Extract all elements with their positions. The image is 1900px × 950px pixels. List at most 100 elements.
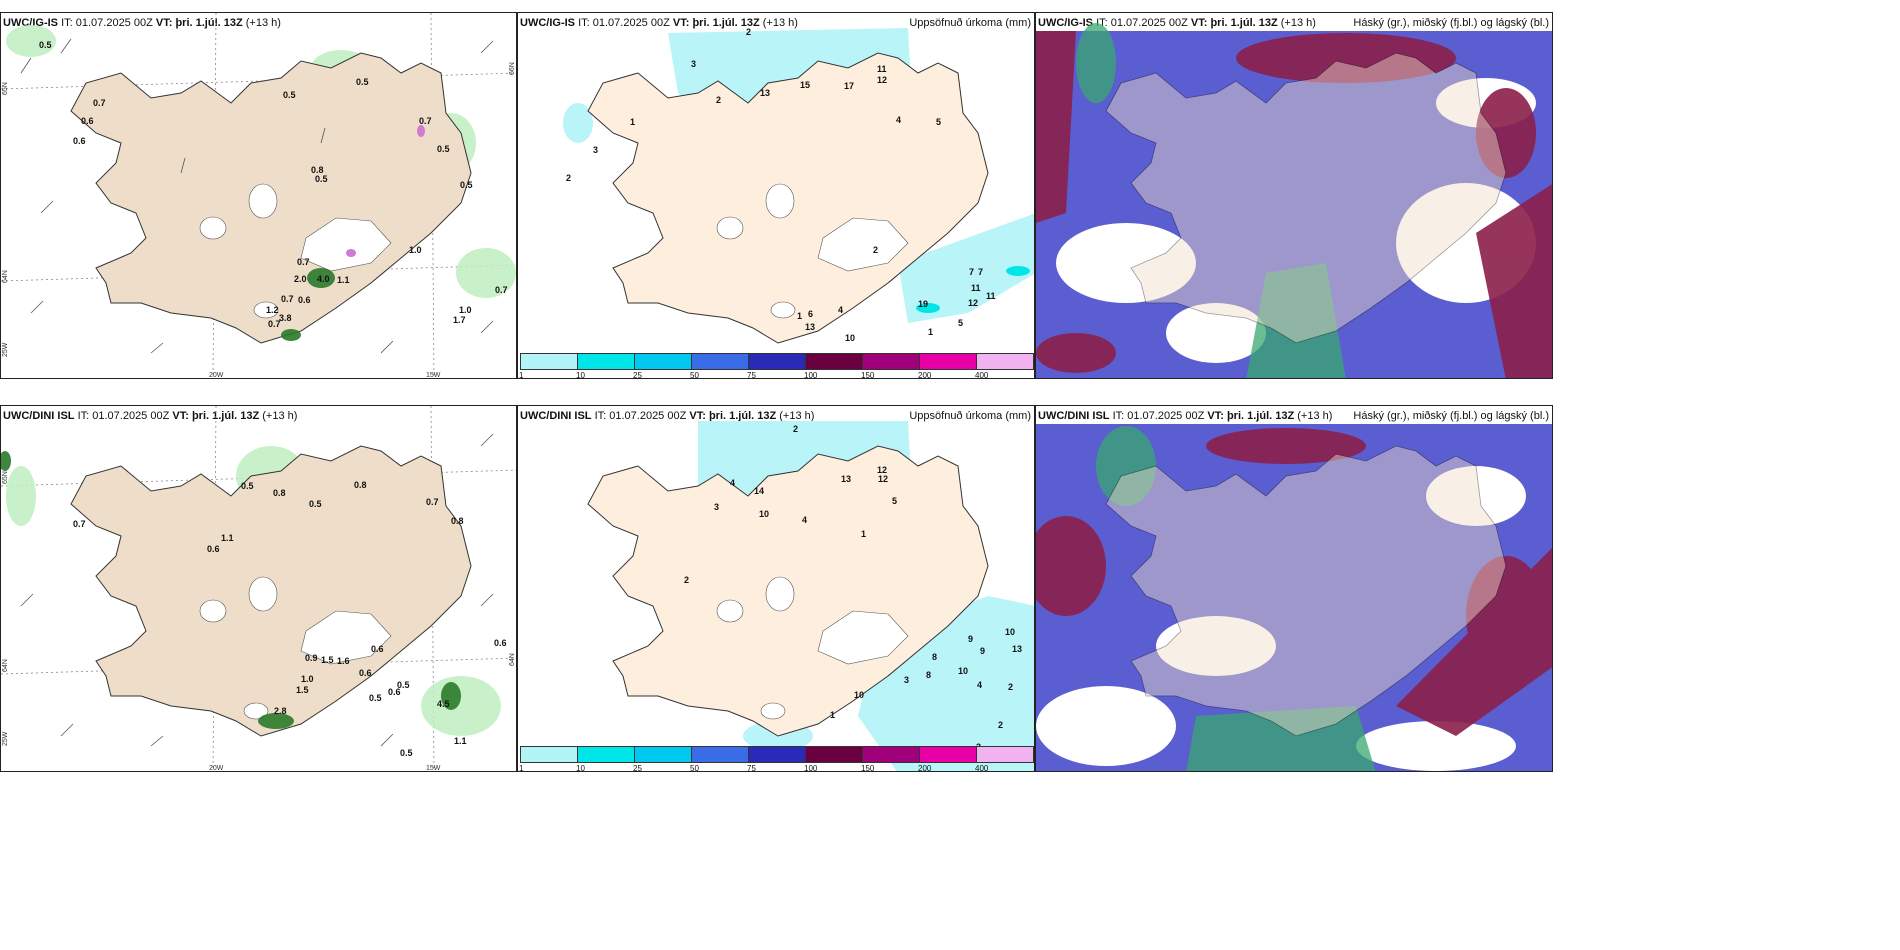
colorbar-cell [691, 746, 749, 763]
val-label: 2 [1008, 682, 1013, 692]
val-label: 0.6 [73, 136, 86, 146]
valid-time: þri. 1.júl. 13Z [1226, 410, 1295, 422]
val-label: 13 [805, 322, 815, 332]
val-label: 2 [873, 245, 878, 255]
val-label: 1.1 [454, 736, 467, 746]
colorbar: 1 10 25 50 75 100 150 200 400 [518, 746, 1034, 772]
lat-label: 66N [509, 62, 516, 75]
val-label: 0.5 [369, 693, 382, 703]
val-label: 0.7 [297, 257, 310, 267]
val-label: 12 [968, 298, 978, 308]
val-label: 0.5 [397, 680, 410, 690]
val-label: 0.5 [356, 77, 369, 87]
val-label: 2 [746, 27, 751, 37]
val-label: 2 [566, 173, 571, 183]
product-title: Uppsöfnuð úrkoma (mm) [909, 17, 1031, 29]
lon-label: 15W [426, 372, 441, 379]
lon-label: 20W [209, 372, 224, 379]
lat-label: 64N [2, 270, 9, 283]
val-label: 7 [969, 267, 974, 277]
panel-header: UWC/IG-IS IT: 01.07.2025 00Z VT: þri. 1.… [520, 17, 798, 29]
val-label: 3.8 [279, 313, 292, 323]
val-label: 8 [926, 670, 931, 680]
init-time: 01.07.2025 00Z [1127, 410, 1205, 422]
val-label: 0.8 [451, 516, 464, 526]
lead-time: (+13 h) [262, 410, 298, 422]
product-title: Uppsöfnuð úrkoma (mm) [909, 410, 1031, 422]
colorbar-tick: 75 [747, 371, 756, 379]
precip-map: 2 3 14 12 10 13 12 5 4 4 2 1 9 9 10 10 1… [587, 421, 1034, 771]
val-label: 0.6 [207, 544, 220, 554]
val-label: 1.5 [321, 655, 334, 665]
colorbar-cell [919, 746, 977, 763]
panel-header: UWC/DINI ISL IT: 01.07.2025 00Z VT: þri.… [520, 410, 815, 422]
val-label: 1 [928, 327, 933, 337]
valid-time: þri. 1.júl. 13Z [708, 410, 777, 422]
val-label: 12 [877, 465, 887, 475]
val-label: 1.1 [337, 275, 350, 285]
val-label: 11 [986, 291, 996, 301]
val-label: 0.6 [298, 295, 311, 305]
lead-time: (+13 h) [779, 410, 815, 422]
colorbar-tick: 100 [804, 764, 818, 772]
val-label: 4.5 [437, 699, 450, 709]
iceland-land [1105, 52, 1507, 344]
lat-label: 64N [509, 653, 516, 666]
colorbar-cell [520, 746, 578, 763]
valid-time: þri. 1.júl. 13Z [175, 17, 243, 29]
val-label: 1.0 [409, 245, 422, 255]
colorbar-cell [919, 353, 977, 370]
val-label: 0.6 [81, 116, 94, 126]
val-label: 19 [918, 299, 928, 309]
val-label: 0.7 [426, 497, 439, 507]
val-label: 10 [958, 666, 968, 676]
colorbar-tick: 10 [576, 764, 585, 772]
val-label: 12 [877, 75, 887, 85]
colorbar: 1 10 25 50 75 100 150 200 400 [518, 353, 1034, 379]
colorbar-cell [520, 353, 578, 370]
lat-label: 65N [2, 82, 9, 95]
val-label: 13 [760, 88, 770, 98]
colorbar-tick: 1 [519, 764, 524, 772]
wind-map: 0.5 0.7 0.6 0.6 0.5 0.5 0.7 0.5 0.8 0.5 … [1, 13, 516, 379]
val-label: 0.8 [311, 165, 324, 175]
val-label: 10 [1005, 627, 1015, 637]
val-label: 0.5 [460, 180, 473, 190]
model-label: UWC/IG-IS [3, 17, 58, 29]
val-label: 3 [904, 675, 909, 685]
panel-igis-wind: UWC/IG-IS IT: 01.07.2025 00Z VT: þri. 1.… [0, 12, 517, 379]
init-time: 01.07.2025 00Z [1110, 17, 1188, 29]
val-label: 10 [759, 509, 769, 519]
val-label: 0.5 [283, 90, 296, 100]
init-time: 01.07.2025 00Z [75, 17, 153, 29]
colorbar-cell [748, 353, 806, 370]
val-label: 14 [754, 486, 764, 496]
val-label: 9 [968, 634, 973, 644]
panel-header: UWC/DINI ISL IT: 01.07.2025 00Z VT: þri.… [1038, 410, 1333, 422]
colorbar-cell [805, 353, 863, 370]
model-label: UWC/IG-IS [1038, 17, 1093, 29]
model-label: UWC/DINI ISL [1038, 410, 1110, 422]
val-label: 3 [691, 59, 696, 69]
colorbar-cell [748, 746, 806, 763]
val-label: 0.6 [388, 687, 401, 697]
val-label: 13 [1012, 644, 1022, 654]
val-label: 0.5 [437, 144, 450, 154]
colorbar-cell [634, 746, 692, 763]
val-label: 2 [793, 424, 798, 434]
val-label: 0.7 [268, 319, 281, 329]
val-label: 8 [932, 652, 937, 662]
val-label: 2.0 [294, 274, 307, 284]
colorbar-tick: 1 [519, 371, 524, 379]
val-label: 3 [714, 502, 719, 512]
val-label: 6 [808, 309, 813, 319]
model-label: UWC/DINI ISL [520, 410, 592, 422]
val-label: 2 [998, 720, 1003, 730]
init-time: 01.07.2025 00Z [592, 17, 670, 29]
colorbar-tick: 50 [690, 764, 699, 772]
val-label: 1.7 [453, 315, 466, 325]
cloud-map [1036, 23, 1552, 378]
val-label: 0.5 [309, 499, 322, 509]
val-label: 0.8 [354, 480, 367, 490]
wind-map: 0.5 0.8 0.5 0.8 0.7 0.7 0.6 1.1 0.8 0.9 … [1, 406, 516, 771]
